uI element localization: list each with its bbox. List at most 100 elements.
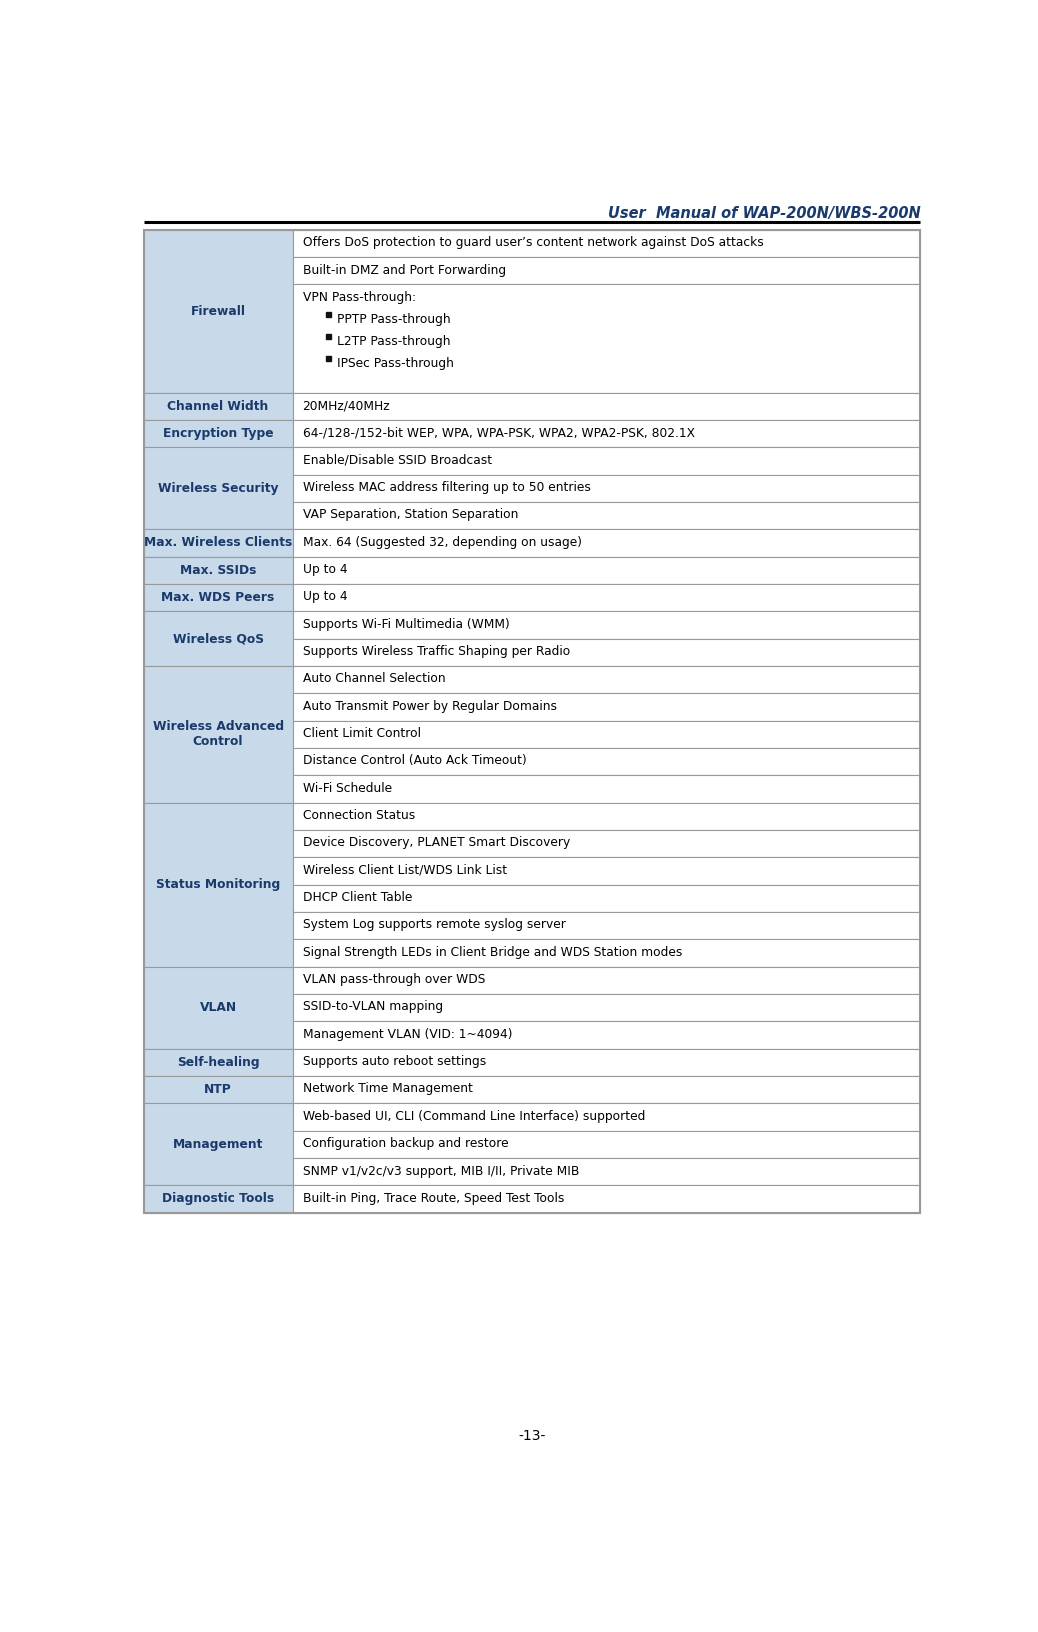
Text: Up to 4: Up to 4: [302, 563, 347, 576]
Bar: [143, 584, 293, 612]
Text: DHCP Client Table: DHCP Client Table: [302, 891, 412, 904]
Text: Built-in DMZ and Port Forwarding: Built-in DMZ and Port Forwarding: [302, 264, 506, 276]
Text: Max. SSIDs: Max. SSIDs: [180, 563, 256, 576]
Bar: [143, 666, 293, 803]
Bar: [293, 1103, 921, 1131]
Bar: [293, 638, 921, 666]
Text: SNMP v1/v2c/v3 support, MIB I/II, Private MIB: SNMP v1/v2c/v3 support, MIB I/II, Privat…: [302, 1165, 579, 1178]
Text: Client Limit Control: Client Limit Control: [302, 728, 420, 741]
Text: IPSec Pass-through: IPSec Pass-through: [337, 357, 454, 370]
Text: Encryption Type: Encryption Type: [163, 428, 273, 441]
Text: Wireless MAC address filtering up to 50 entries: Wireless MAC address filtering up to 50 …: [302, 481, 591, 494]
Text: VPN Pass-through:: VPN Pass-through:: [302, 290, 415, 304]
Bar: [326, 335, 331, 339]
Bar: [143, 803, 293, 966]
Text: Auto Transmit Power by Regular Domains: Auto Transmit Power by Regular Domains: [302, 700, 556, 713]
Bar: [293, 1049, 921, 1075]
Text: Management: Management: [173, 1138, 264, 1151]
Bar: [293, 393, 921, 419]
Text: VAP Separation, Station Separation: VAP Separation, Station Separation: [302, 509, 518, 522]
Text: Wireless Client List/WDS Link List: Wireless Client List/WDS Link List: [302, 863, 507, 876]
Bar: [143, 966, 293, 1049]
Text: Built-in Ping, Trace Route, Speed Test Tools: Built-in Ping, Trace Route, Speed Test T…: [302, 1191, 564, 1204]
Bar: [293, 694, 921, 721]
Bar: [143, 230, 293, 393]
Text: PPTP Pass-through: PPTP Pass-through: [337, 313, 450, 326]
Bar: [293, 529, 921, 557]
Text: Up to 4: Up to 4: [302, 591, 347, 604]
Text: Auto Channel Selection: Auto Channel Selection: [302, 672, 445, 685]
Bar: [293, 584, 921, 612]
Text: Device Discovery, PLANET Smart Discovery: Device Discovery, PLANET Smart Discovery: [302, 837, 570, 850]
Bar: [326, 312, 331, 317]
Bar: [293, 612, 921, 638]
Text: Max. 64 (Suggested 32, depending on usage): Max. 64 (Suggested 32, depending on usag…: [302, 535, 581, 548]
Bar: [293, 1075, 921, 1103]
Text: Supports auto reboot settings: Supports auto reboot settings: [302, 1056, 486, 1069]
Bar: [293, 857, 921, 885]
Bar: [293, 994, 921, 1022]
Text: 64-/128-/152-bit WEP, WPA, WPA-PSK, WPA2, WPA2-PSK, 802.1X: 64-/128-/152-bit WEP, WPA, WPA-PSK, WPA2…: [302, 426, 694, 439]
Text: Wi-Fi Schedule: Wi-Fi Schedule: [302, 782, 391, 795]
Text: Wireless QoS: Wireless QoS: [172, 632, 264, 645]
Text: Network Time Management: Network Time Management: [302, 1082, 472, 1095]
Text: Firewall: Firewall: [191, 305, 246, 318]
Bar: [143, 1103, 293, 1185]
Bar: [143, 230, 921, 1213]
Bar: [293, 940, 921, 966]
Text: SSID-to-VLAN mapping: SSID-to-VLAN mapping: [302, 1000, 442, 1013]
Text: Supports Wireless Traffic Shaping per Radio: Supports Wireless Traffic Shaping per Ra…: [302, 645, 570, 658]
Text: Signal Strength LEDs in Client Bridge and WDS Station modes: Signal Strength LEDs in Client Bridge an…: [302, 947, 682, 960]
Text: Management VLAN (VID: 1~4094): Management VLAN (VID: 1~4094): [302, 1028, 512, 1041]
Bar: [143, 393, 293, 419]
Text: Web-based UI, CLI (Command Line Interface) supported: Web-based UI, CLI (Command Line Interfac…: [302, 1110, 645, 1123]
Text: NTP: NTP: [204, 1084, 231, 1097]
Bar: [293, 721, 921, 747]
Text: Diagnostic Tools: Diagnostic Tools: [162, 1193, 274, 1206]
Bar: [293, 747, 921, 775]
Bar: [293, 775, 921, 803]
Bar: [293, 447, 921, 475]
Bar: [293, 1185, 921, 1213]
Bar: [293, 966, 921, 994]
Text: System Log supports remote syslog server: System Log supports remote syslog server: [302, 919, 566, 932]
Text: Connection Status: Connection Status: [302, 809, 415, 823]
Bar: [143, 1075, 293, 1103]
Bar: [293, 419, 921, 447]
Bar: [293, 831, 921, 857]
Bar: [143, 612, 293, 666]
Text: Channel Width: Channel Width: [167, 400, 269, 413]
Text: Wireless Advanced
Control: Wireless Advanced Control: [153, 720, 283, 747]
Bar: [143, 529, 293, 557]
Bar: [293, 666, 921, 694]
Bar: [293, 258, 921, 284]
Bar: [293, 230, 921, 258]
Text: Max. Wireless Clients: Max. Wireless Clients: [144, 537, 293, 550]
Text: User  Manual of WAP-200N/WBS-200N: User Manual of WAP-200N/WBS-200N: [607, 206, 921, 220]
Text: L2TP Pass-through: L2TP Pass-through: [337, 335, 450, 348]
Text: Wireless Security: Wireless Security: [158, 481, 278, 494]
Bar: [143, 557, 293, 584]
Bar: [293, 1159, 921, 1185]
Bar: [293, 803, 921, 831]
Bar: [326, 356, 331, 361]
Bar: [293, 1022, 921, 1049]
Bar: [293, 284, 921, 393]
Text: VLAN: VLAN: [199, 1000, 237, 1013]
Bar: [143, 419, 293, 447]
Bar: [143, 1049, 293, 1075]
Bar: [293, 557, 921, 584]
Bar: [293, 1131, 921, 1159]
Bar: [293, 912, 921, 940]
Text: VLAN pass-through over WDS: VLAN pass-through over WDS: [302, 973, 485, 986]
Bar: [143, 447, 293, 529]
Text: 20MHz/40MHz: 20MHz/40MHz: [302, 400, 390, 413]
Text: Offers DoS protection to guard user’s content network against DoS attacks: Offers DoS protection to guard user’s co…: [302, 237, 763, 250]
Text: Enable/Disable SSID Broadcast: Enable/Disable SSID Broadcast: [302, 454, 492, 467]
Bar: [293, 885, 921, 912]
Text: Self-healing: Self-healing: [176, 1056, 260, 1069]
Text: Configuration backup and restore: Configuration backup and restore: [302, 1138, 509, 1151]
Text: Supports Wi-Fi Multimedia (WMM): Supports Wi-Fi Multimedia (WMM): [302, 619, 510, 632]
Text: -13-: -13-: [518, 1428, 546, 1443]
Text: Max. WDS Peers: Max. WDS Peers: [162, 591, 275, 604]
